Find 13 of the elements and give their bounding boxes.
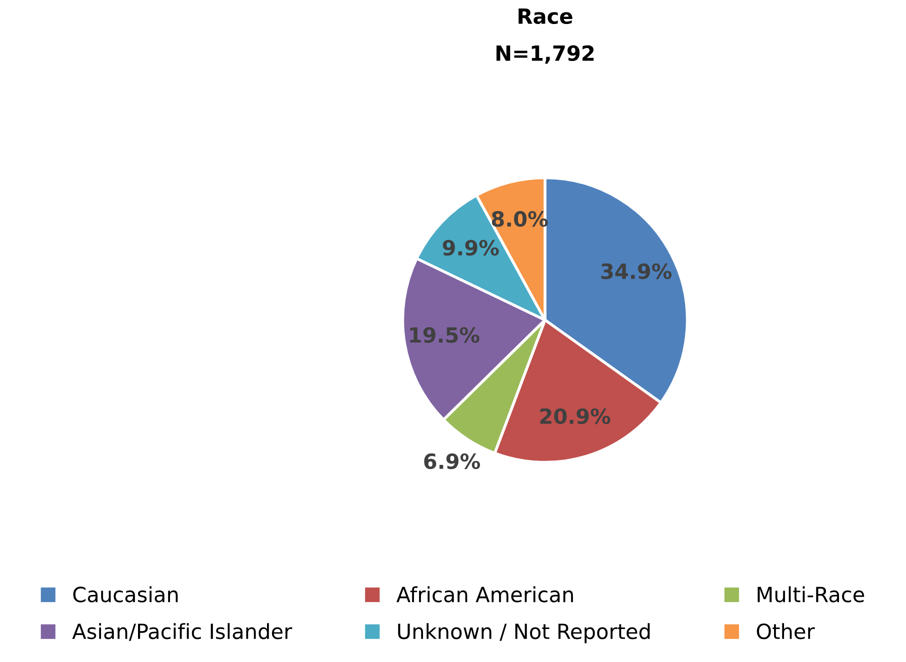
legend-label: Caucasian	[73, 586, 178, 602]
data-label: 19.5%	[410, 327, 480, 343]
legend-label: Other	[756, 623, 815, 640]
data-label: 6.9%	[424, 453, 480, 470]
data-label: 20.9%	[540, 408, 610, 424]
legend-label: Unknown / Not Reported	[398, 623, 650, 644]
legend-label: Multi-Race	[758, 586, 864, 602]
chart-subtitle: N=1,792	[496, 45, 594, 64]
legend-label: Asian/Pacific Islander	[72, 623, 292, 641]
data-label: 9.9%	[442, 240, 499, 256]
legend-label: African American	[396, 586, 573, 602]
data-label: 34.9%	[601, 263, 672, 280]
chart-title: Race	[518, 8, 572, 24]
